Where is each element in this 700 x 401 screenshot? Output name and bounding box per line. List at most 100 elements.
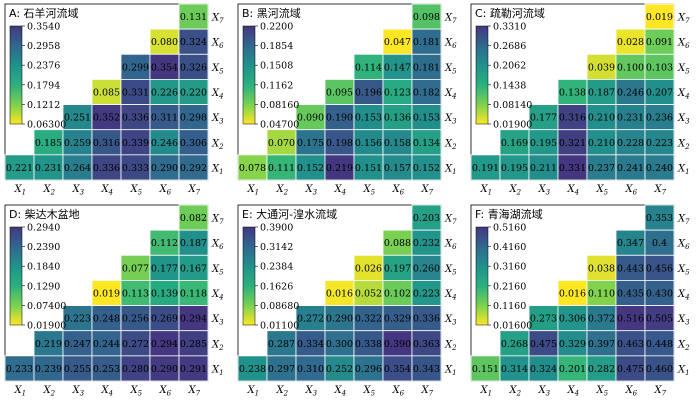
heat-cell [411,79,442,105]
heat-cell [178,305,209,332]
x-axis-label: X2 [276,184,289,197]
x-axis-label: X5 [130,385,143,398]
heat-cell [295,154,326,181]
heat-cell [382,355,413,382]
heat-cell [411,104,442,131]
x-axis-label: X7 [421,385,434,398]
cell-value: 0.153 [413,113,440,124]
heat-cell [33,355,64,382]
x-axis-label: X3 [538,385,551,398]
heat-cell [528,330,559,357]
colorbar [242,226,256,326]
heat-cell [382,28,413,55]
heat-cell [644,305,675,332]
y-axis-label: X5 [211,264,224,277]
cell-value: 0.226 [151,88,178,99]
panel-title: F: 青海湖流域 [475,207,543,221]
cell-value: 0.475 [617,364,644,375]
cell-value: 0.247 [64,339,91,350]
heat-cell [91,79,122,105]
cell-value: 0.153 [355,113,382,124]
cell-value: 0.241 [617,163,644,174]
heat-cell [353,355,384,382]
heat-cell [353,129,384,156]
cell-value: 0.237 [588,163,615,174]
cell-value: 0.231 [35,163,62,174]
cell-value: 0.195 [530,138,557,149]
cell-value: 0.321 [559,138,586,149]
cell-value: 0.291 [180,364,207,375]
cell-value: 0.177 [530,113,557,124]
cell-value: 0.098 [413,12,440,23]
cell-value: 0.336 [122,113,149,124]
y-axis-label: X7 [211,13,224,26]
cell-value: 0.134 [413,138,440,149]
heat-cell [615,28,646,55]
heat-cell [382,129,413,156]
y-axis-label: X6 [677,239,690,252]
cell-value: 0.353 [646,213,673,224]
cell-value: 0.246 [617,88,644,99]
cell-value: 0.052 [355,289,382,300]
cell-value: 0.039 [588,62,615,73]
x-axis-label: X5 [130,184,143,197]
x-axis-label: X5 [363,184,376,197]
heat-cell [615,305,646,332]
heat-cell [644,154,675,181]
heat-cell [353,79,384,105]
heat-cell [4,355,35,382]
colorbar [242,25,256,125]
cell-value: 0.028 [617,37,644,48]
y-axis-label: X5 [444,63,457,76]
heat-cell [528,104,559,131]
y-axis-label: X6 [444,38,457,51]
x-axis-label: X2 [509,385,522,398]
y-axis-label: X6 [677,38,690,51]
cell-value: 0.280 [122,364,149,375]
heat-cell [470,154,501,181]
y-axis-label: X1 [677,364,690,377]
colorbar-tick-label: 0.3142 [260,242,293,253]
heat-cell [120,355,151,382]
panel-3: 0.082 0.112 0.187 0.077 0.177 0.167 0.019 0.113… [4,204,224,398]
y-axis-label: X2 [677,339,690,352]
cell-value: 0.112 [151,238,178,249]
heat-cell [586,254,617,281]
heat-cell [120,254,151,281]
x-axis-label: X4 [567,184,580,197]
cell-value: 0.294 [151,339,178,350]
heat-cell [411,330,442,357]
heat-cell [149,129,180,156]
cell-value: 0.331 [559,163,586,174]
y-axis-label: X5 [211,63,224,76]
x-axis-label: X6 [392,385,405,398]
colorbar-tick-label: 0.1162 [260,80,293,91]
heat-cell [149,355,180,382]
cell-value: 0.219 [35,339,62,350]
x-axis-label: X2 [43,385,56,398]
cell-value: 0.156 [355,138,382,149]
cell-value: 0.336 [93,163,120,174]
cell-value: 0.238 [239,364,266,375]
heat-cell [499,154,530,181]
colorbar-tick-label: 0.06300 [27,120,66,131]
cell-value: 0.448 [646,339,673,350]
colorbar-tick-label: 0.1794 [27,80,60,91]
cell-value: 0.326 [180,62,207,73]
x-axis-label: X3 [538,184,551,197]
heat-cell [586,355,617,382]
cell-value: 0.233 [6,364,33,375]
colorbar-tick-label: 0.08680 [260,301,299,312]
cell-value: 0.4 [652,238,667,249]
y-axis-label: X7 [444,214,457,227]
cell-value: 0.306 [559,314,586,325]
cell-value: 0.339 [122,138,149,149]
x-axis-label: X6 [159,184,172,197]
y-axis-label: X5 [677,264,690,277]
heat-cell [615,229,646,256]
cell-value: 0.211 [530,163,557,174]
x-axis-label: X5 [596,184,609,197]
heat-cell [324,355,355,382]
y-axis-label: X1 [677,163,690,176]
